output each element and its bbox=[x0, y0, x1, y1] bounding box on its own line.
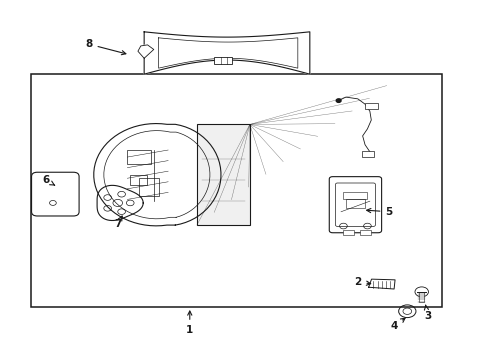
Polygon shape bbox=[97, 185, 143, 220]
Text: 3: 3 bbox=[424, 305, 431, 321]
Polygon shape bbox=[94, 123, 221, 226]
Bar bbox=[360, 230, 371, 234]
Bar bbox=[419, 292, 424, 302]
Bar bbox=[346, 199, 365, 208]
Text: 4: 4 bbox=[390, 318, 405, 332]
Bar bbox=[197, 125, 250, 225]
Text: 2: 2 bbox=[354, 277, 370, 287]
Bar bbox=[31, 74, 442, 307]
Bar bbox=[127, 150, 151, 164]
Text: 6: 6 bbox=[42, 175, 55, 185]
Bar bbox=[214, 57, 232, 64]
Bar bbox=[343, 192, 368, 199]
FancyBboxPatch shape bbox=[31, 172, 79, 216]
FancyBboxPatch shape bbox=[329, 177, 382, 233]
Polygon shape bbox=[368, 279, 395, 289]
Circle shape bbox=[336, 99, 341, 102]
Text: 8: 8 bbox=[85, 39, 126, 55]
Text: 7: 7 bbox=[114, 216, 122, 229]
Bar bbox=[139, 178, 159, 196]
Text: 1: 1 bbox=[186, 311, 194, 335]
Bar bbox=[343, 230, 354, 234]
Bar bbox=[362, 152, 374, 157]
Bar bbox=[130, 175, 147, 185]
Polygon shape bbox=[138, 45, 154, 58]
Polygon shape bbox=[144, 32, 310, 74]
Bar bbox=[365, 103, 378, 109]
Text: 5: 5 bbox=[367, 207, 392, 217]
